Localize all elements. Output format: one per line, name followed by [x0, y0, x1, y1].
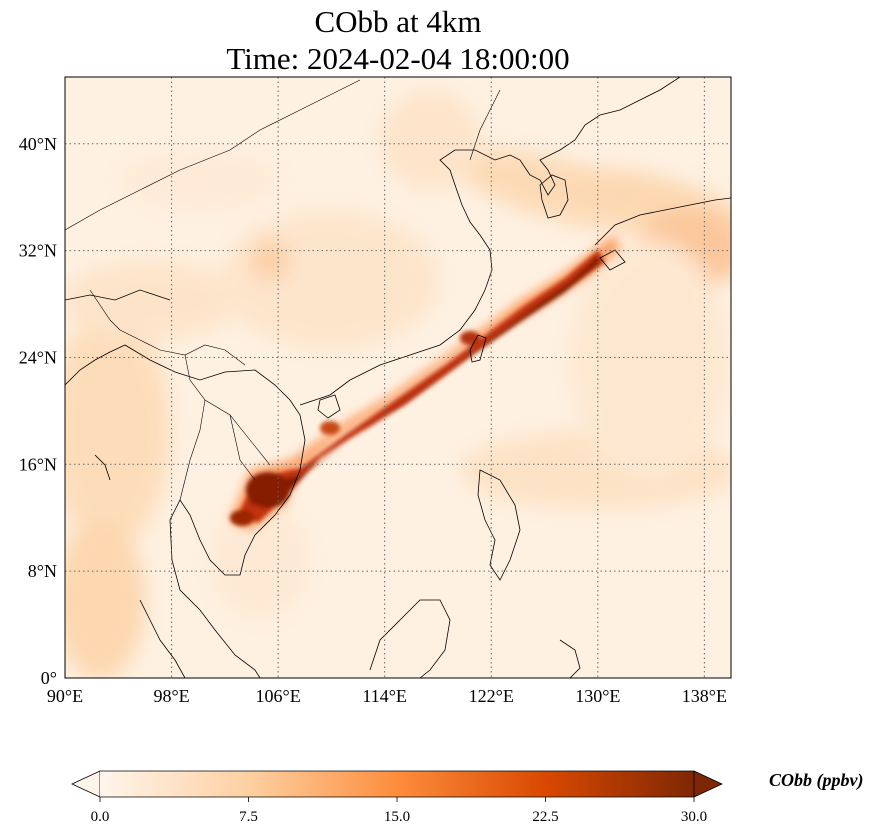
concentration-field [65, 77, 731, 678]
longitude-tick-label: 130°E [575, 686, 620, 706]
latitude-tick-label: 0° [41, 668, 57, 688]
longitude-tick-label: 114°E [362, 686, 407, 706]
colorbar-tick-label: 15.0 [384, 809, 410, 825]
colorbar-ticks: 0.0 7.5 15.0 22.5 30.0 [91, 797, 707, 825]
map-frame [64, 76, 732, 679]
map-subtitle-time: Time: 2024-02-04 18:00:00 [226, 41, 570, 76]
latitude-tick-label: 40°N [19, 134, 57, 154]
latitude-tick-label: 32°N [19, 241, 57, 261]
map-title: CObb at 4km [314, 4, 482, 39]
colorbar-label: CObb (ppbv) [769, 770, 864, 790]
colorbar-gradient [100, 771, 694, 797]
longitude-tick-label: 98°E [153, 686, 189, 706]
colorbar-tick-label: 22.5 [532, 809, 558, 825]
longitude-tick-label: 90°E [47, 686, 83, 706]
latitude-tick-labels: 0° 8°N 16°N 24°N 32°N 40°N [19, 134, 57, 688]
longitude-tick-label: 122°E [469, 686, 514, 706]
longitude-tick-label: 138°E [682, 686, 727, 706]
colorbar: 0.0 7.5 15.0 22.5 30.0 [71, 770, 723, 825]
colorbar-tick-label: 0.0 [91, 809, 110, 825]
colorbar-extend-min [71, 770, 101, 798]
coastlines [65, 77, 731, 678]
colorbar-extend-max [693, 770, 723, 798]
colorbar-tick-label: 30.0 [681, 809, 707, 825]
colorbar-tick-label: 7.5 [239, 809, 258, 825]
longitude-tick-labels: 90°E 98°E 106°E 114°E 122°E 130°E 138°E [47, 686, 727, 706]
longitude-tick-label: 106°E [256, 686, 301, 706]
latitude-tick-label: 16°N [19, 454, 57, 474]
country-borders [65, 79, 501, 501]
latitude-tick-label: 8°N [28, 561, 57, 581]
latitude-tick-label: 24°N [19, 347, 57, 367]
